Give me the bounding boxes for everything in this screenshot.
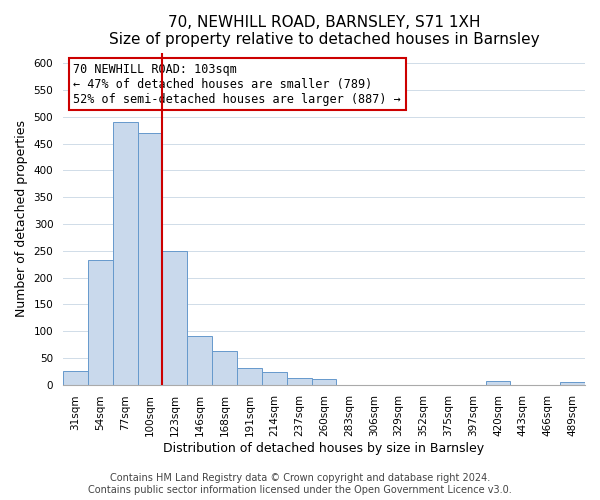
Bar bbox=[187, 336, 212, 384]
Title: 70, NEWHILL ROAD, BARNSLEY, S71 1XH
Size of property relative to detached houses: 70, NEWHILL ROAD, BARNSLEY, S71 1XH Size… bbox=[109, 15, 539, 48]
Bar bbox=[262, 372, 287, 384]
Bar bbox=[212, 351, 237, 384]
Bar bbox=[237, 368, 262, 384]
Bar bbox=[485, 381, 511, 384]
Text: 70 NEWHILL ROAD: 103sqm
← 47% of detached houses are smaller (789)
52% of semi-d: 70 NEWHILL ROAD: 103sqm ← 47% of detache… bbox=[73, 62, 401, 106]
Bar bbox=[113, 122, 137, 384]
Bar bbox=[287, 378, 311, 384]
Bar bbox=[560, 382, 585, 384]
Text: Contains HM Land Registry data © Crown copyright and database right 2024.
Contai: Contains HM Land Registry data © Crown c… bbox=[88, 474, 512, 495]
Bar bbox=[311, 379, 337, 384]
Bar bbox=[137, 133, 163, 384]
Bar bbox=[88, 260, 113, 384]
Y-axis label: Number of detached properties: Number of detached properties bbox=[15, 120, 28, 317]
Bar bbox=[163, 251, 187, 384]
X-axis label: Distribution of detached houses by size in Barnsley: Distribution of detached houses by size … bbox=[163, 442, 485, 455]
Bar bbox=[63, 371, 88, 384]
